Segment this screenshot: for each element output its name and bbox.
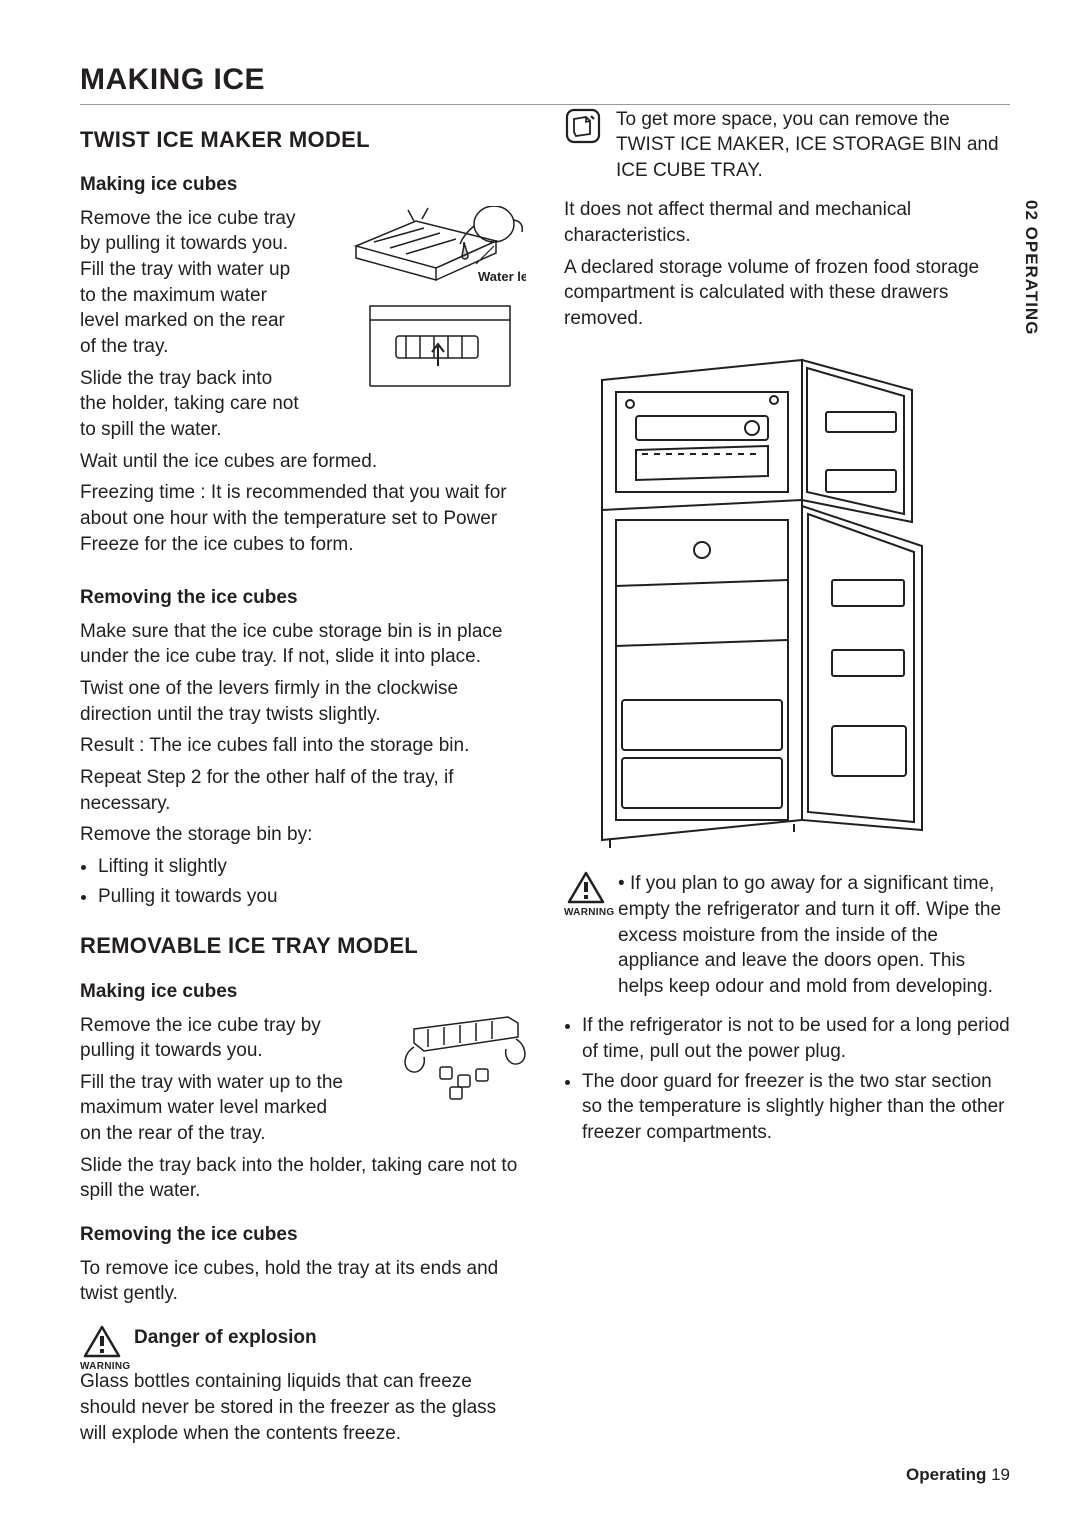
twist-making-p3: Wait until the ice cubes are formed. (80, 449, 526, 475)
twist-making-p4: Freezing time : It is recommended that y… (80, 480, 526, 557)
list-item: Pulling it towards you (98, 884, 526, 910)
note-p1: To get more space, you can remove the TW… (616, 107, 1010, 184)
removable-making-heading: Making ice cubes (80, 979, 526, 1005)
twist-removing-p3: Result : The ice cubes fall into the sto… (80, 733, 526, 759)
danger-body: Glass bottles containing liquids that ca… (80, 1369, 526, 1446)
footer-label: Operating (906, 1465, 986, 1484)
twist-making-p1: Remove the ice cube tray by pulling it t… (80, 206, 300, 360)
removable-making-p2: Fill the tray with water up to the maxim… (80, 1070, 350, 1147)
twist-tray-figure: Water level (346, 206, 526, 404)
removable-making-p3: Slide the tray back into the holder, tak… (80, 1153, 526, 1204)
twist-removing-p1: Make sure that the ice cube storage bin … (80, 619, 526, 670)
making-ice-heading: Making ice cubes (80, 172, 526, 198)
removable-tray-figure (396, 1013, 526, 1111)
twist-removing-p4: Repeat Step 2 for the other half of the … (80, 765, 526, 816)
right-warning-p1: If you plan to go away for a significant… (618, 873, 1001, 997)
fridge-figure (582, 350, 1010, 858)
right-warning-bullets: If the refrigerator is not to be used fo… (582, 1013, 1010, 1145)
twist-removing-heading: Removing the ice cubes (80, 585, 526, 611)
page-title: MAKING ICE (80, 60, 1010, 105)
list-item: If the refrigerator is not to be used fo… (582, 1013, 1010, 1064)
footer-page: 19 (991, 1465, 1010, 1484)
warning-icon: WARNING (564, 871, 608, 920)
removable-removing-heading: Removing the ice cubes (80, 1222, 526, 1248)
list-item: Lifting it slightly (98, 854, 526, 880)
removable-model-title: REMOVABLE ICE TRAY MODEL (80, 931, 526, 961)
twist-model-title: TWIST ICE MAKER MODEL (80, 125, 526, 155)
removable-removing-p1: To remove ice cubes, hold the tray at it… (80, 1256, 526, 1307)
danger-heading: Danger of explosion (134, 1325, 317, 1351)
twist-removing-bullets: Lifting it slightly Pulling it towards y… (98, 854, 526, 909)
note-p3: A declared storage volume of frozen food… (564, 255, 1010, 332)
removable-making-p1: Remove the ice cube tray by pulling it t… (80, 1013, 350, 1064)
twist-removing-p2: Twist one of the levers firmly in the cl… (80, 676, 526, 727)
warning-label: WARNING (564, 906, 608, 920)
left-column: TWIST ICE MAKER MODEL Making ice cubes (80, 107, 526, 1453)
water-level-label: Water level (478, 269, 526, 284)
warning-icon: WARNING (80, 1325, 124, 1374)
list-item: The door guard for freezer is the two st… (582, 1069, 1010, 1146)
note-p2: It does not affect thermal and mechanica… (564, 197, 1010, 248)
right-column: To get more space, you can remove the TW… (564, 107, 1010, 1453)
twist-making-p2: Slide the tray back into the holder, tak… (80, 366, 300, 443)
side-tab: 02 OPERATING (1019, 200, 1042, 335)
twist-removing-p5: Remove the storage bin by: (80, 822, 526, 848)
note-icon (564, 107, 602, 145)
page-footer: Operating 19 (906, 1464, 1010, 1487)
